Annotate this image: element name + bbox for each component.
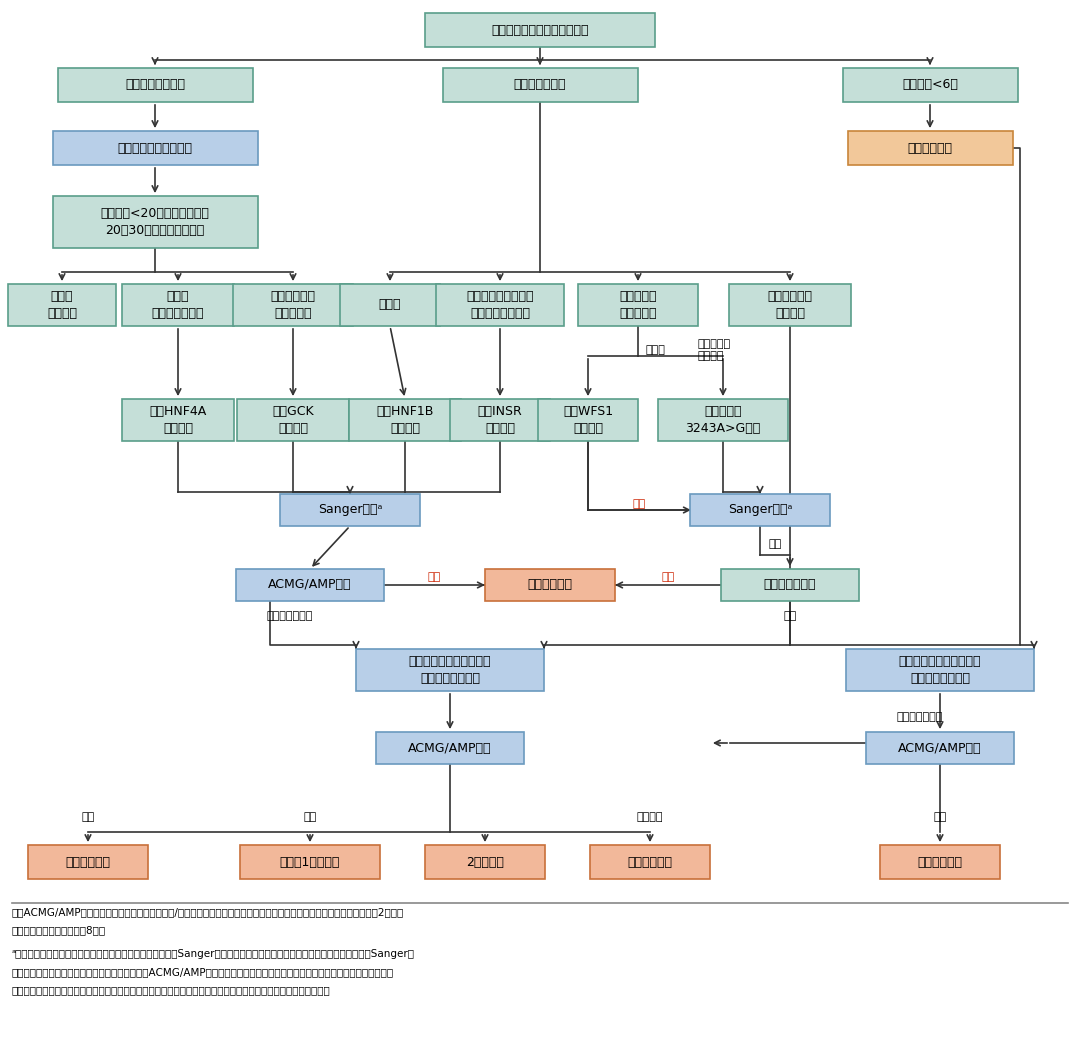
FancyBboxPatch shape: [436, 284, 564, 326]
FancyBboxPatch shape: [538, 399, 638, 441]
Text: 胰岛素自身抗体和锌转运体8抗体: 胰岛素自身抗体和锌转运体8抗体: [12, 925, 106, 935]
FancyBboxPatch shape: [880, 845, 1000, 879]
Text: 伴有其他器官
系统受累: 伴有其他器官 系统受累: [768, 290, 812, 320]
Text: 未定型糖尿病: 未定型糖尿病: [627, 856, 673, 869]
Text: 2型糖尿病: 2型糖尿病: [467, 856, 504, 869]
FancyBboxPatch shape: [729, 284, 851, 326]
Text: 阴性: 阴性: [783, 612, 797, 621]
FancyBboxPatch shape: [426, 845, 545, 879]
FancyBboxPatch shape: [53, 196, 257, 248]
Text: 意义未明: 意义未明: [637, 811, 663, 822]
FancyBboxPatch shape: [690, 494, 831, 526]
Text: ᵃ在有基因检测资质和条件的医院或实验室，可先对目标基因Sanger测序，结果阳性再行全外显子或靶向基因测序；若不具备Sanger测: ᵃ在有基因检测资质和条件的医院或实验室，可先对目标基因Sanger测序，结果阳性…: [12, 949, 415, 959]
Text: 无症状的轻度
空腹高血糖: 无症状的轻度 空腹高血糖: [270, 290, 315, 320]
Text: 不伴器官系统受累: 不伴器官系统受累: [125, 78, 185, 91]
Text: 阴性: 阴性: [303, 811, 316, 822]
Text: 疑似GCK
基因突变: 疑似GCK 基因突变: [272, 405, 314, 435]
Text: 新生儿糖尿病: 新生儿糖尿病: [907, 142, 953, 154]
FancyBboxPatch shape: [848, 131, 1013, 165]
Text: Sanger测序ᵃ: Sanger测序ᵃ: [318, 504, 382, 516]
FancyBboxPatch shape: [658, 399, 788, 441]
FancyBboxPatch shape: [233, 284, 353, 326]
Text: 疑似WFS1
基因突变: 疑似WFS1 基因突变: [563, 405, 613, 435]
Text: 听力受损和
视神经受损: 听力受损和 视神经受损: [619, 290, 657, 320]
FancyBboxPatch shape: [450, 399, 550, 441]
Text: 疑似HNF1B
基因突变: 疑似HNF1B 基因突变: [376, 405, 434, 435]
Text: 线粒体基因测序: 线粒体基因测序: [764, 579, 816, 591]
Text: 具有疑似单基因糖尿病的特征: 具有疑似单基因糖尿病的特征: [491, 23, 589, 36]
FancyBboxPatch shape: [237, 399, 349, 441]
FancyBboxPatch shape: [356, 649, 544, 691]
Text: 全外显子或单基因糖尿病
相关基因靶向测序: 全外显子或单基因糖尿病 相关基因靶向测序: [899, 655, 982, 685]
FancyBboxPatch shape: [340, 284, 440, 326]
Text: ACMG/AMP指南: ACMG/AMP指南: [408, 742, 491, 754]
FancyBboxPatch shape: [237, 569, 384, 601]
Text: 疑似线粒体
3243A>G突变: 疑似线粒体 3243A>G突变: [686, 405, 760, 435]
FancyBboxPatch shape: [122, 284, 234, 326]
Text: Sanger测序ᵃ: Sanger测序ᵃ: [728, 504, 793, 516]
Text: 疑似HNF4A
基因突变: 疑似HNF4A 基因突变: [149, 405, 206, 435]
FancyBboxPatch shape: [578, 284, 698, 326]
Text: 伴器官系统受累: 伴器官系统受累: [514, 78, 566, 91]
Text: 起病年龄<6月: 起病年龄<6月: [902, 78, 958, 91]
Text: 全外显子或单基因糖尿病
相关基因靶向测序: 全外显子或单基因糖尿病 相关基因靶向测序: [408, 655, 491, 685]
FancyBboxPatch shape: [122, 399, 234, 441]
Text: 阳性: 阳性: [661, 572, 675, 582]
Text: 严重黑棘皮、多毛、
严重高胰岛素血症: 严重黑棘皮、多毛、 严重高胰岛素血症: [467, 290, 534, 320]
FancyBboxPatch shape: [485, 569, 615, 601]
FancyBboxPatch shape: [57, 68, 253, 102]
Text: 注：ACMG/AMP为美国医学遗传学与基因组学学会/分子病理学协会。胰岛自身抗体，包括谷氨酸脱羧酶抗体、胰岛细胞抗原2抗体、: 注：ACMG/AMP为美国医学遗传学与基因组学学会/分子病理学协会。胰岛自身抗体…: [12, 907, 404, 917]
Text: 尿崩症: 尿崩症: [646, 345, 666, 355]
Text: 疑似INSR
基因突变: 疑似INSR 基因突变: [477, 405, 523, 435]
Text: 序条件，则直接行全外显子或靶向基因测序。按照ACMG/AMP指南对基因检测结果进行注释。基因检测阳性（发现致病基因）则诊: 序条件，则直接行全外显子或靶向基因测序。按照ACMG/AMP指南对基因检测结果进…: [12, 967, 394, 977]
Text: 阳性: 阳性: [933, 811, 947, 822]
FancyBboxPatch shape: [28, 845, 148, 879]
FancyBboxPatch shape: [280, 494, 420, 526]
FancyBboxPatch shape: [53, 131, 257, 165]
Text: ACMG/AMP指南: ACMG/AMP指南: [899, 742, 982, 754]
Text: ACMG/AMP指南: ACMG/AMP指南: [268, 579, 352, 591]
Text: 阳性: 阳性: [633, 499, 646, 509]
Text: 阴性或意义未明: 阴性或意义未明: [896, 712, 943, 722]
Text: 阴性或意义未明: 阴性或意义未明: [267, 612, 313, 621]
FancyBboxPatch shape: [846, 649, 1034, 691]
FancyBboxPatch shape: [426, 13, 654, 47]
Text: 阴性: 阴性: [768, 539, 782, 549]
Text: 断为单基因糖尿病。若患者全外显子测序结果阴性，综合患者的临床表型和家族史等，可考虑再行拷贝数变异等检测: 断为单基因糖尿病。若患者全外显子测序结果阴性，综合患者的临床表型和家族史等，可考…: [12, 985, 330, 995]
Text: 阳性: 阳性: [81, 811, 95, 822]
Text: 阳性: 阳性: [428, 572, 441, 582]
Text: 单基因糖尿病: 单基因糖尿病: [527, 579, 572, 591]
FancyBboxPatch shape: [376, 732, 524, 764]
FancyBboxPatch shape: [443, 68, 637, 102]
Text: 胰岛自身抗体均为阴性: 胰岛自身抗体均为阴性: [118, 142, 192, 154]
FancyBboxPatch shape: [8, 284, 116, 326]
FancyBboxPatch shape: [240, 845, 380, 879]
FancyBboxPatch shape: [721, 569, 859, 601]
Text: 起病年龄<20岁；或起病年龄
20～30岁且起病前非肥胖: 起病年龄<20岁；或起病年龄 20～30岁且起病前非肥胖: [100, 207, 210, 237]
Text: 单基因糖尿病: 单基因糖尿病: [918, 856, 962, 869]
FancyBboxPatch shape: [590, 845, 710, 879]
Text: 母系遗传和
肌肉改变: 母系遗传和 肌肉改变: [698, 340, 731, 361]
Text: 单基因糖尿病: 单基因糖尿病: [66, 856, 110, 869]
FancyBboxPatch shape: [866, 732, 1014, 764]
Text: 无特殊
临床表现: 无特殊 临床表现: [48, 290, 77, 320]
Text: 新生儿
高胰岛素血症史: 新生儿 高胰岛素血症史: [152, 290, 204, 320]
FancyBboxPatch shape: [349, 399, 461, 441]
Text: 特发性1型糖尿病: 特发性1型糖尿病: [280, 856, 340, 869]
Text: 肾囊肿: 肾囊肿: [379, 298, 402, 311]
FancyBboxPatch shape: [842, 68, 1017, 102]
